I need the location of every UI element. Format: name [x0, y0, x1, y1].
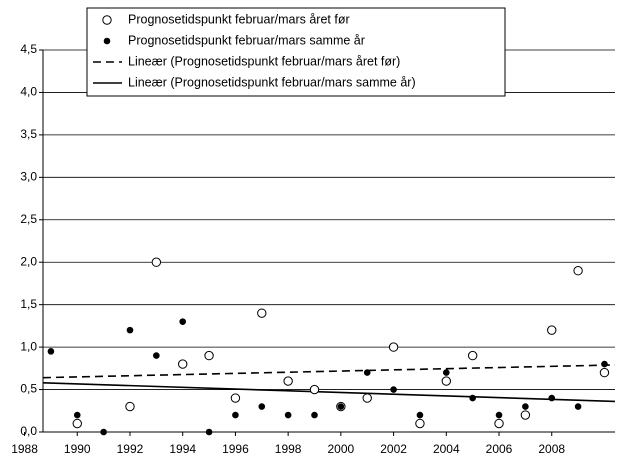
trendline: [42, 381, 616, 403]
point: [311, 411, 318, 419]
point: [125, 401, 135, 412]
point: [362, 393, 372, 403]
point: [126, 326, 134, 334]
point: [548, 394, 556, 402]
point: [72, 418, 82, 429]
point: [522, 403, 529, 410]
point: [442, 369, 450, 376]
point: [232, 411, 239, 419]
point: [441, 376, 451, 386]
point: [388, 342, 399, 352]
point: [309, 384, 320, 395]
point: [467, 350, 478, 361]
x-tick-label: 2002: [380, 442, 407, 456]
point: [495, 411, 503, 419]
legend-box: [86, 7, 506, 97]
point: [390, 386, 397, 393]
y-tick-label: 2,0: [20, 254, 37, 268]
x-tick-label: 2000: [328, 442, 355, 456]
x-tick-label: 2008: [538, 442, 565, 456]
point: [178, 359, 188, 369]
x-tick-label: 1992: [117, 442, 144, 456]
point: [520, 410, 531, 420]
x-tick-label: 1996: [222, 442, 249, 456]
y-tick-label: 3,0: [20, 170, 37, 184]
legend: Prognosetidspunkt februar/mars året før P…: [86, 7, 506, 97]
point: [469, 394, 476, 402]
point: [284, 411, 292, 419]
y-tick-label: 1,0: [20, 339, 37, 353]
point: [205, 428, 213, 436]
trendline: [42, 364, 616, 379]
point: [258, 403, 266, 410]
point: [599, 367, 610, 378]
point: [415, 418, 425, 429]
y-tick-label: 4,0: [20, 85, 37, 99]
point: [416, 411, 424, 419]
point: [153, 352, 160, 359]
point: [257, 308, 267, 318]
legend-label: Prognosetidspunkt februar/mars året før: [128, 12, 350, 26]
y-tick-label: 2,5: [20, 212, 37, 226]
point: [204, 350, 214, 361]
point: [601, 360, 608, 368]
x-tick-label: 1988: [11, 442, 38, 456]
point: [47, 348, 55, 355]
x-tick-label: 2004: [433, 442, 460, 456]
point: [494, 418, 504, 429]
x-tick-label: 1998: [275, 442, 302, 456]
point: [179, 318, 187, 325]
x-tick-label: 2006: [486, 442, 513, 456]
point: [151, 257, 162, 267]
y-tick-label: 4,5: [20, 42, 37, 56]
y-tick-label: 1,5: [20, 297, 37, 311]
point: [547, 325, 557, 335]
point: [363, 369, 371, 376]
point: [574, 403, 582, 410]
y-tick-label: 0,0: [20, 424, 37, 438]
point: [230, 393, 241, 403]
x-tick-label: 1994: [169, 442, 196, 456]
legend-marker: [102, 15, 112, 25]
legend-label: Prognosetidspunkt februar/mars samme år: [128, 33, 365, 47]
point: [337, 403, 345, 410]
legend-label: Lineær (Prognosetidspunkt februar/mars s…: [128, 75, 416, 89]
y-tick-label: 3,5: [20, 127, 37, 141]
point: [283, 376, 293, 386]
x-tick-label: 1990: [64, 442, 91, 456]
point: [73, 411, 81, 419]
y-tick-label: 0,5: [20, 382, 37, 396]
point: [573, 266, 583, 276]
legend-marker: [103, 37, 111, 45]
legend-label: Lineær (Prognosetidspunkt februar/mars å…: [128, 54, 400, 68]
point: [100, 428, 107, 436]
